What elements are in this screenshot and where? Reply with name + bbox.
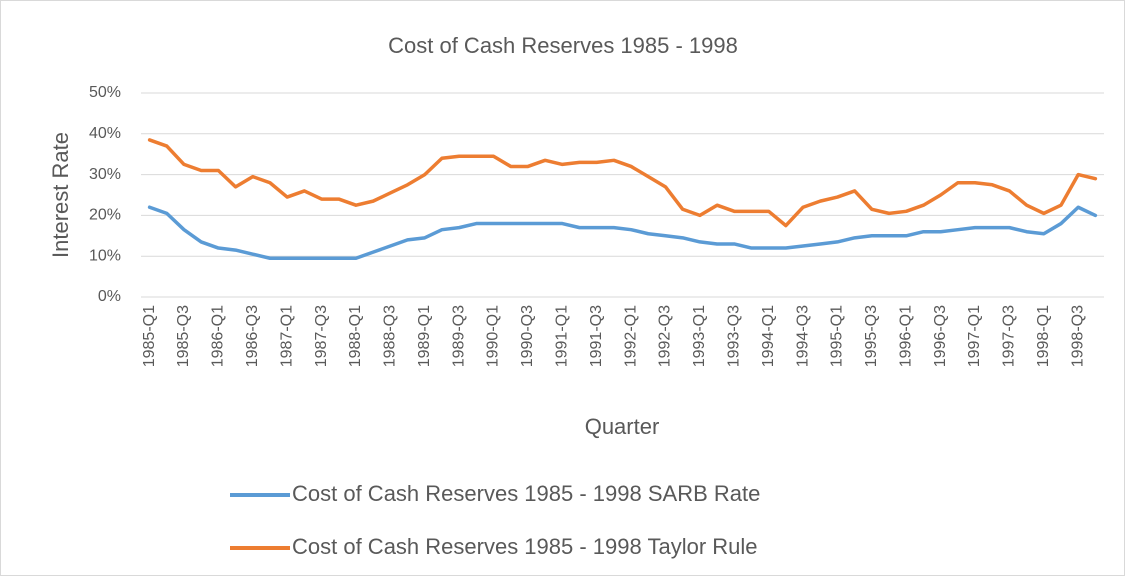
y-tick-label: 40% bbox=[89, 125, 121, 142]
x-tick-label: 1990-Q1 bbox=[485, 305, 502, 367]
x-tick-label: 1991-Q1 bbox=[554, 305, 571, 367]
x-tick-label: 1988-Q3 bbox=[382, 305, 399, 367]
x-tick-label: 1993-Q1 bbox=[691, 305, 708, 367]
x-tick-label: 1997-Q1 bbox=[966, 305, 983, 367]
x-tick-label: 1995-Q3 bbox=[863, 305, 880, 367]
x-tick-label: 1986-Q3 bbox=[244, 305, 261, 367]
x-tick-label: 1997-Q3 bbox=[1001, 305, 1018, 367]
y-tick-label: 10% bbox=[89, 247, 121, 264]
legend-label: Cost of Cash Reserves 1985 - 1998 Taylor… bbox=[292, 534, 758, 559]
x-tick-label: 1992-Q1 bbox=[622, 305, 639, 367]
x-tick-label: 1998-Q1 bbox=[1035, 305, 1052, 367]
y-tick-label: 30% bbox=[89, 166, 121, 183]
x-tick-label: 1989-Q1 bbox=[416, 305, 433, 367]
x-tick-label: 1987-Q3 bbox=[313, 305, 330, 367]
x-tick-label: 1995-Q1 bbox=[829, 305, 846, 367]
x-tick-label: 1985-Q3 bbox=[175, 305, 192, 367]
x-tick-label: 1990-Q3 bbox=[519, 305, 536, 367]
x-tick-label: 1986-Q1 bbox=[210, 305, 227, 367]
x-tick-label: 1993-Q3 bbox=[725, 305, 742, 367]
chart-title: Cost of Cash Reserves 1985 - 1998 bbox=[388, 33, 738, 58]
x-tick-label: 1998-Q3 bbox=[1069, 305, 1086, 367]
x-tick-label: 1994-Q1 bbox=[760, 305, 777, 367]
x-tick-label: 1996-Q1 bbox=[897, 305, 914, 367]
y-axis-label: Interest Rate bbox=[48, 132, 73, 258]
series-line bbox=[147, 205, 1098, 260]
y-tick-label: 20% bbox=[89, 207, 121, 224]
x-tick-label: 1988-Q1 bbox=[347, 305, 364, 367]
x-tick-label: 1991-Q3 bbox=[588, 305, 605, 367]
x-tick-label: 1994-Q3 bbox=[794, 305, 811, 367]
x-tick-label: 1987-Q1 bbox=[278, 305, 295, 367]
series-line bbox=[147, 138, 1098, 228]
y-tick-label: 0% bbox=[98, 288, 121, 305]
x-axis-label: Quarter bbox=[585, 414, 660, 439]
x-tick-label: 1992-Q3 bbox=[657, 305, 674, 367]
x-tick-label: 1989-Q3 bbox=[450, 305, 467, 367]
x-tick-label: 1985-Q1 bbox=[141, 305, 158, 367]
x-tick-label: 1996-Q3 bbox=[932, 305, 949, 367]
legend-label: Cost of Cash Reserves 1985 - 1998 SARB R… bbox=[292, 481, 760, 506]
y-tick-label: 50% bbox=[89, 84, 121, 101]
